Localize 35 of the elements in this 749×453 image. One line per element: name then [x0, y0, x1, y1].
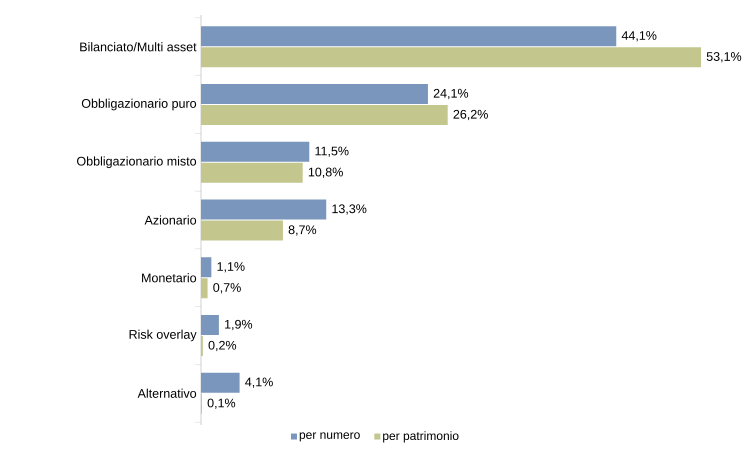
y-tick-label: Azionario: [144, 215, 196, 225]
y-tick-label: Obbligazionario misto: [77, 156, 196, 168]
bar: [201, 105, 448, 126]
bar: [201, 372, 240, 393]
y-tick-label: Alternativo: [138, 388, 196, 398]
data-label: 10,8%: [308, 168, 343, 178]
bar: [201, 314, 219, 335]
bar: [201, 257, 212, 278]
bar: [201, 47, 702, 68]
data-label: 0,7%: [213, 283, 241, 294]
data-label: 1,1%: [218, 262, 245, 272]
data-label: 44,1%: [622, 31, 656, 42]
legend-label: per numero: [300, 432, 360, 442]
bar: [201, 142, 310, 162]
data-label: 26,2%: [454, 110, 488, 120]
data-label: 4,1%: [245, 378, 273, 388]
y-tick-label: Obbligazionario puro: [82, 98, 196, 110]
bar: [201, 26, 616, 46]
bar: [201, 200, 326, 220]
data-label: 0,1%: [208, 398, 236, 409]
data-label: 24,1%: [434, 88, 468, 100]
data-label: 11,5%: [315, 146, 349, 157]
y-tick-label: Bilanciato/Multi asset: [80, 42, 197, 52]
bar: [201, 220, 283, 240]
y-tick-label: Risk overlay: [130, 330, 197, 342]
data-label: 1,9%: [225, 320, 252, 330]
data-label: 53,1%: [706, 52, 742, 62]
data-label: 0,2%: [208, 340, 236, 352]
bar: [201, 162, 303, 183]
data-label: 13,3%: [332, 204, 366, 215]
legend-label: per patrimonio: [383, 431, 459, 442]
y-tick-label: Monetario: [142, 273, 196, 282]
bar: [201, 278, 208, 298]
data-label: 8,7%: [288, 225, 316, 236]
bar: [201, 84, 428, 104]
